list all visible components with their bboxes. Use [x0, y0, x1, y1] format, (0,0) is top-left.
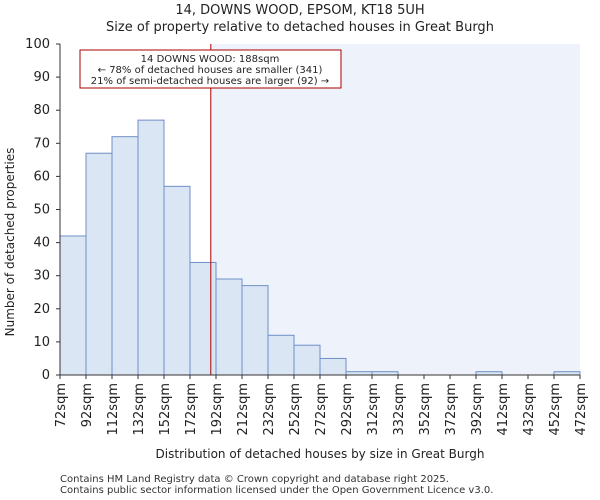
y-axis-label: Number of detached properties: [3, 148, 17, 337]
x-tick-label: 232sqm: [262, 383, 277, 436]
x-tick-label: 152sqm: [158, 383, 173, 436]
x-tick-label: 312sqm: [366, 383, 381, 436]
y-tick-label: 10: [33, 335, 50, 350]
bar-132sqm: [137, 119, 165, 376]
x-tick-label: 372sqm: [444, 383, 459, 436]
y-tick-label: 70: [33, 136, 50, 151]
y-tick-label: 60: [33, 169, 50, 184]
highlight-region: [210, 44, 581, 375]
x-tick-label: 412sqm: [496, 383, 511, 436]
x-tick-label: 132sqm: [132, 383, 147, 436]
x-tick-label: 392sqm: [470, 383, 485, 436]
x-tick-label: 332sqm: [392, 383, 407, 436]
x-tick-label: 272sqm: [314, 383, 329, 436]
footer-licence: Contains public sector information licen…: [60, 485, 494, 496]
annotation-box: 14 DOWNS WOOD: 188sqm ← 78% of detached …: [79, 49, 342, 89]
bar-232sqm: [267, 334, 295, 376]
bar-152sqm: [163, 185, 191, 376]
y-tick-label: 80: [33, 103, 50, 118]
y-tick-label: 30: [33, 269, 50, 284]
x-tick-label: 472sqm: [574, 383, 589, 436]
y-tick-label: 0: [42, 368, 50, 383]
x-tick-label: 252sqm: [288, 383, 303, 436]
bar-112sqm: [111, 136, 139, 376]
x-axis-label: Distribution of detached houses by size …: [156, 447, 485, 461]
chart-title: 14, DOWNS WOOD, EPSOM, KT18 5UH: [175, 3, 425, 18]
bar-212sqm: [241, 285, 269, 376]
bar-252sqm: [293, 344, 321, 376]
x-tick-label: 72sqm: [54, 383, 69, 427]
bar-192sqm: [215, 278, 243, 376]
footer-copyright: Contains HM Land Registry data © Crown c…: [60, 474, 449, 485]
y-tick-label: 50: [33, 203, 50, 218]
x-tick-label: 92sqm: [80, 383, 95, 427]
bar-272sqm: [319, 357, 347, 376]
bar-72sqm: [59, 235, 87, 376]
annotation-line-3: 21% of semi-detached houses are larger (…: [91, 76, 329, 87]
x-tick-label: 212sqm: [236, 383, 251, 436]
annotation-line-2: ← 78% of detached houses are smaller (34…: [98, 65, 323, 76]
x-tick-label: 172sqm: [184, 383, 199, 436]
annotation-line-1: 14 DOWNS WOOD: 188sqm: [141, 54, 280, 65]
bar-172sqm: [189, 261, 217, 376]
y-tick-label: 90: [33, 70, 50, 85]
x-tick-label: 452sqm: [548, 383, 563, 436]
chart-subtitle: Size of property relative to detached ho…: [106, 20, 494, 35]
x-tick-label: 112sqm: [106, 383, 121, 436]
x-tick-label: 292sqm: [340, 383, 355, 436]
x-tick-label: 192sqm: [210, 383, 225, 436]
x-tick-label: 432sqm: [522, 383, 537, 436]
bar-92sqm: [85, 152, 113, 376]
y-tick-label: 40: [33, 236, 50, 251]
y-tick-label: 100: [25, 37, 50, 52]
y-tick-label: 20: [33, 302, 50, 317]
x-tick-label: 352sqm: [418, 383, 433, 436]
